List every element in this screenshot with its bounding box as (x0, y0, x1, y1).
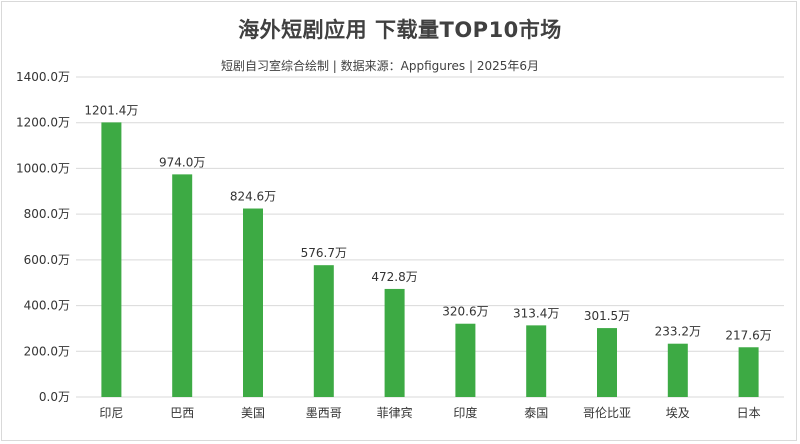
data-label: 1201.4万 (84, 103, 138, 117)
category-label: 印尼 (99, 406, 123, 420)
y-tick-label: 200.0万 (24, 344, 70, 358)
data-label: 301.5万 (584, 309, 630, 323)
y-tick-label: 1000.0万 (16, 161, 70, 175)
category-label: 埃及 (666, 406, 690, 420)
y-tick-label: 800.0万 (24, 207, 70, 221)
y-tick-label: 1400.0万 (16, 70, 70, 84)
grid-lines (76, 76, 784, 398)
data-label: 974.0万 (159, 155, 205, 169)
category-label: 巴西 (170, 406, 194, 420)
category-label: 美国 (241, 406, 265, 420)
bar (313, 265, 334, 397)
bar (384, 288, 405, 397)
bar (243, 208, 263, 397)
chart-subtitle: 短剧自习室综合绘制 | 数据来源：Appfigures | 2025年6月 (220, 59, 540, 73)
bar (667, 343, 688, 397)
data-labels: 1201.4万 974.0万 824.6万 576.7万 472.8万 320.6万 313… (84, 103, 771, 342)
x-axis-categories: 印尼 巴西 美国 墨西哥 菲律宾 印度 泰国 哥伦比亚 埃及 日本 (99, 405, 760, 420)
y-tick-label: 0.0万 (39, 390, 70, 404)
category-label: 泰国 (524, 406, 548, 420)
chart-title: 海外短剧应用 下载量TOP10市场 (238, 18, 562, 42)
data-label: 576.7万 (301, 246, 347, 260)
bar (101, 122, 122, 397)
y-tick-label: 1200.0万 (16, 116, 70, 130)
category-label: 日本 (737, 406, 761, 420)
data-label: 313.4万 (513, 306, 559, 320)
category-label: 菲律宾 (377, 405, 413, 420)
bar (172, 174, 193, 397)
bar (738, 347, 759, 397)
bar (526, 325, 547, 397)
y-tick-label: 600.0万 (24, 253, 70, 267)
data-label: 320.6万 (442, 305, 488, 319)
category-label: 墨西哥 (306, 406, 342, 420)
category-label: 哥伦比亚 (583, 405, 631, 420)
data-label: 824.6万 (230, 190, 276, 204)
data-label: 233.2万 (655, 325, 701, 339)
data-label: 472.8万 (371, 270, 417, 284)
bar (455, 323, 476, 397)
category-label: 印度 (453, 405, 477, 420)
bar (597, 328, 617, 397)
data-label: 217.6万 (725, 328, 771, 342)
bars (101, 122, 759, 397)
y-axis-ticks: 0.0万 200.0万 400.0万 600.0万 800.0万 1000.0万 1200.… (16, 70, 70, 404)
y-tick-label: 400.0万 (24, 299, 70, 313)
